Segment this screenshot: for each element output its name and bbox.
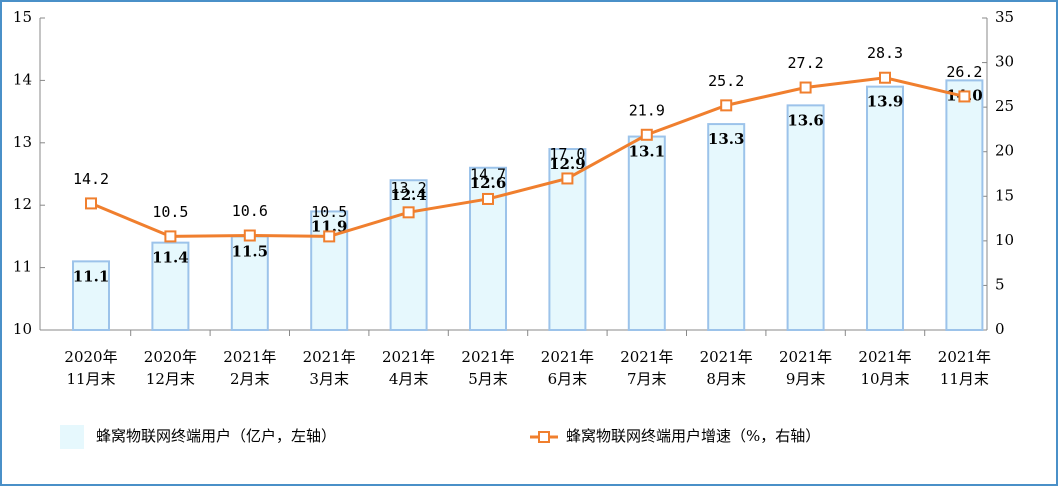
x-tick-label: 2020年 12月末 <box>144 348 197 388</box>
line-marker <box>640 128 653 141</box>
y2-tick-label: 10 <box>995 231 1014 249</box>
line-value-label: 21.9 <box>629 101 665 119</box>
legend-label: 蜂窝物联网终端用户（亿户，左轴） <box>96 427 336 445</box>
line-value-label: 27.2 <box>788 54 824 72</box>
x-tick-label: 2021年 7月末 <box>620 348 673 388</box>
line-value-label: 14.7 <box>470 165 506 183</box>
line-marker <box>958 90 971 103</box>
line-marker <box>561 172 574 185</box>
bar <box>945 79 984 332</box>
line-value-label: 13.2 <box>391 179 427 197</box>
line-marker <box>799 81 812 94</box>
bar <box>230 235 269 331</box>
y2-tick-label: 0 <box>995 320 1005 338</box>
line-value-label: 10.5 <box>152 203 188 221</box>
bar-value-label: 12.9 <box>549 155 586 173</box>
line-value-label: 10.6 <box>232 202 268 220</box>
x-tick-label: 2021年 8月末 <box>700 348 753 388</box>
y2-tick-label: 25 <box>995 97 1014 115</box>
x-tick-label: 2021年 6月末 <box>541 348 594 388</box>
y-tick-label: 12 <box>13 195 32 213</box>
y2-tick-label: 20 <box>995 142 1014 160</box>
bar <box>786 104 825 331</box>
bar <box>389 179 428 331</box>
bar <box>707 123 746 331</box>
line-value-label: 17.0 <box>549 145 585 163</box>
line-marker <box>720 99 733 112</box>
line-marker <box>402 206 415 219</box>
bar-value-label: 11.1 <box>73 267 110 285</box>
y2-tick-label: 30 <box>995 53 1014 71</box>
legend-label: 蜂窝物联网终端用户增速（%，右轴） <box>566 427 820 445</box>
line-value-label: 28.3 <box>867 44 903 62</box>
bar <box>469 166 507 331</box>
legend-swatch <box>60 425 84 449</box>
y2-tick-label: 15 <box>995 186 1014 204</box>
bar <box>627 135 666 331</box>
bar <box>151 241 190 331</box>
y2-tick-label: 5 <box>995 275 1005 293</box>
y2-tick-label: 35 <box>995 8 1014 26</box>
bar-value-label: 13.6 <box>787 111 824 129</box>
bar-value-label: 13.9 <box>867 93 904 111</box>
line-marker <box>482 192 494 205</box>
line-value-label: 10.5 <box>311 203 347 221</box>
x-tick-label: 2021年 11月末 <box>938 348 991 388</box>
x-tick-label: 2021年 2月末 <box>223 348 276 388</box>
bar-value-label: 11.4 <box>152 249 189 267</box>
line-marker <box>85 197 97 210</box>
line-marker <box>243 229 256 242</box>
y-tick-label: 11 <box>13 258 32 276</box>
line-value-label: 14.2 <box>73 170 109 188</box>
x-tick-label: 2021年 10月末 <box>858 348 911 388</box>
bar-value-label: 11.9 <box>311 217 348 235</box>
line-marker <box>164 230 177 243</box>
bar <box>866 85 904 331</box>
bar-value-label: 11.5 <box>232 242 269 260</box>
line-value-label: 25.2 <box>708 72 744 90</box>
line-marker <box>323 230 336 243</box>
x-tick-label: 2020年 11月末 <box>64 348 117 388</box>
x-tick-label: 2021年 3月末 <box>303 348 356 388</box>
y-tick-label: 13 <box>13 133 32 151</box>
bar-value-label: 12.4 <box>390 186 427 204</box>
line-marker <box>879 71 891 84</box>
x-tick-label: 2021年 4月末 <box>382 348 435 388</box>
bar-value-label: 13.3 <box>708 130 745 148</box>
legend-marker <box>538 431 550 443</box>
bar-value-label: 13.1 <box>629 143 666 161</box>
line <box>90 76 965 238</box>
line-value-label: 26.2 <box>946 63 982 81</box>
y-tick-label: 14 <box>13 70 32 88</box>
x-tick-label: 2021年 5月末 <box>461 348 514 388</box>
y-tick-label: 15 <box>13 8 32 26</box>
bar-value-label: 12.6 <box>470 174 507 192</box>
x-tick-label: 2021年 9月末 <box>779 348 832 388</box>
bar <box>72 260 110 331</box>
y-tick-label: 10 <box>13 320 32 338</box>
